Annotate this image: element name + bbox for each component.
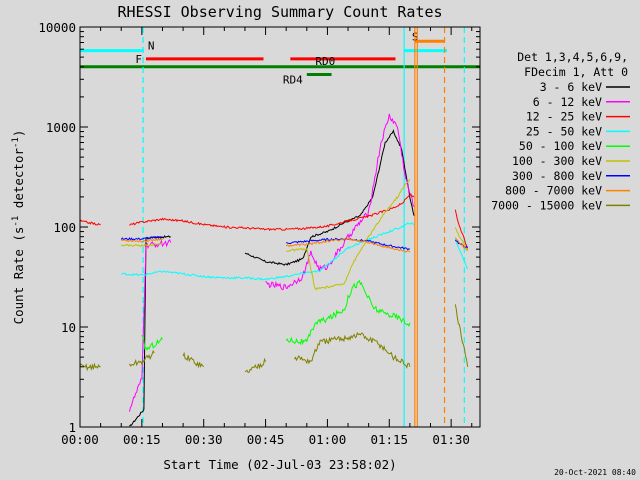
series-line-800-7000-kev	[285, 237, 411, 253]
y-tick-label: 10	[61, 320, 76, 335]
status-bar-label-f: F	[135, 53, 142, 66]
y-axis: 1 10 100 1000 10000	[38, 20, 480, 435]
y-tick-label: 1000	[46, 120, 76, 135]
series-line-7000-15000-kev	[454, 304, 469, 367]
y-tick-label: 10000	[38, 20, 76, 35]
series-line-12-25-kev	[129, 193, 415, 232]
x-tick-label: 00:15	[123, 432, 161, 447]
series-line-7000-15000-kev	[79, 362, 101, 372]
series-line-12-25-kev	[79, 219, 101, 226]
series-line-6-12-kev	[265, 113, 415, 291]
legend-label-7000-15000-kev: 7000 - 15000 keV	[491, 198, 602, 212]
chart-title: RHESSI Observing Summary Count Rates	[117, 3, 442, 21]
series-line-12-25-kev	[454, 209, 469, 250]
status-bar-label-n: N	[148, 40, 155, 53]
x-tick-label: 01:30	[432, 432, 470, 447]
series-line-7000-15000-kev	[182, 351, 205, 369]
x-tick-label: 00:45	[247, 432, 285, 447]
x-tick-label: 00:00	[61, 432, 99, 447]
series-line-100-300-kev	[286, 179, 411, 291]
series-line-50-100-kev	[141, 334, 163, 352]
series-lines	[79, 113, 469, 427]
series-line-3-6-kev	[244, 129, 415, 266]
series-line-7000-15000-kev	[293, 331, 411, 369]
x-axis-label: Start Time (02-Jul-03 23:58:02)	[163, 457, 396, 472]
series-line-50-100-kev	[285, 279, 411, 346]
series-line-800-7000-kev	[454, 237, 468, 252]
x-axis: 00:00 00:15 00:30 00:45 01:00 01:15 01:30	[61, 27, 473, 447]
status-bar-label-rd0: RD0	[315, 55, 335, 68]
legend-label-100-300-kev: 100 - 300 keV	[512, 154, 602, 168]
series-line-7000-15000-kev	[129, 349, 155, 367]
legend-label-50-100-kev: 50 - 100 keV	[519, 139, 602, 153]
y-axis-label: Count Rate (s-1 detector-1)	[11, 130, 26, 325]
observing-status-bars: NFSRD0RD4	[80, 30, 480, 86]
y-tick-label: 1	[68, 420, 76, 435]
series-line-7000-15000-kev	[244, 357, 267, 373]
legend-header-2: FDecim 1, Att 0	[524, 65, 628, 79]
status-bar-label-rd4: RD4	[283, 73, 303, 86]
timestamp: 20-Oct-2021 08:40	[554, 468, 636, 477]
legend-label-3-6-kev: 3 - 6 keV	[540, 80, 602, 94]
legend-header-1: Det 1,3,4,5,6,9,	[517, 50, 628, 64]
x-tick-label: 00:30	[185, 432, 223, 447]
x-tick-label: 01:00	[309, 432, 347, 447]
legend-label-300-800-kev: 300 - 800 keV	[512, 169, 602, 183]
y-tick-label: 100	[53, 220, 76, 235]
legend-label-25-50-kev: 25 - 50 keV	[526, 124, 602, 138]
series-line-100-300-kev	[454, 227, 469, 250]
legend-label-800-7000-kev: 800 - 7000 keV	[505, 184, 602, 198]
legend-label-6-12-kev: 6 - 12 keV	[533, 95, 602, 109]
series-line-25-50-kev	[454, 238, 469, 270]
series-line-800-7000-kev	[121, 238, 163, 243]
series-line-100-300-kev	[120, 242, 163, 248]
series-line-300-800-kev	[120, 235, 163, 241]
legend-label-12-25-kev: 12 - 25 keV	[526, 110, 602, 124]
x-tick-label: 01:15	[370, 432, 408, 447]
